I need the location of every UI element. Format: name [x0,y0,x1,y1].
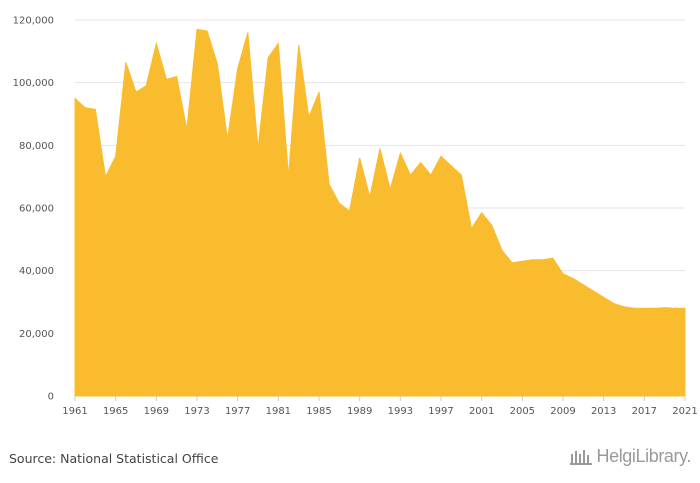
source-note: Source: National Statistical Office [9,451,219,466]
x-tick-label: 1981 [266,406,291,417]
x-tick-label: 1997 [428,406,453,417]
helgi-library-logo: HelgiLibrary. [569,446,691,467]
x-tick-label: 1985 [306,406,331,417]
y-tick-label: 40,000 [19,266,54,277]
y-axis-ticks: 0 20,000 40,000 60,000 80,000 100,000 120,000 [13,16,54,403]
x-tick-label: 1965 [103,406,128,417]
x-tick-label: 2005 [510,406,535,417]
x-tick-label: 2009 [550,406,575,417]
x-tick-label: 1961 [62,406,87,417]
area-series [74,28,686,397]
brand-name: HelgiLibrary. [596,446,691,466]
footer: Source: National Statistical Office Helg… [0,438,700,483]
y-tick-label: 80,000 [19,141,54,152]
x-tick-label: 1973 [184,406,209,417]
x-tick-label: 2021 [672,406,697,417]
x-tick-label: 1989 [347,406,372,417]
y-tick-label: 60,000 [19,204,54,215]
y-tick-label: 0 [48,392,54,403]
x-tick-label: 1969 [144,406,169,417]
y-tick-label: 100,000 [13,78,54,89]
x-tick-label: 1977 [225,406,250,417]
library-columns-icon [570,449,593,465]
x-tick-label: 1993 [388,406,413,417]
x-tick-label: 2001 [469,406,494,417]
x-tick-label: 2017 [632,406,657,417]
y-tick-label: 120,000 [13,16,54,27]
area-chart: 020,00040,00060,00080,000100,000120,000 … [13,16,698,418]
y-tick-label: 20,000 [19,329,54,340]
x-axis-ticks: 1961 1965 1969 1973 1977 1981 1985 1989 1993 1997… [62,396,698,417]
x-tick-label: 2013 [591,406,616,417]
